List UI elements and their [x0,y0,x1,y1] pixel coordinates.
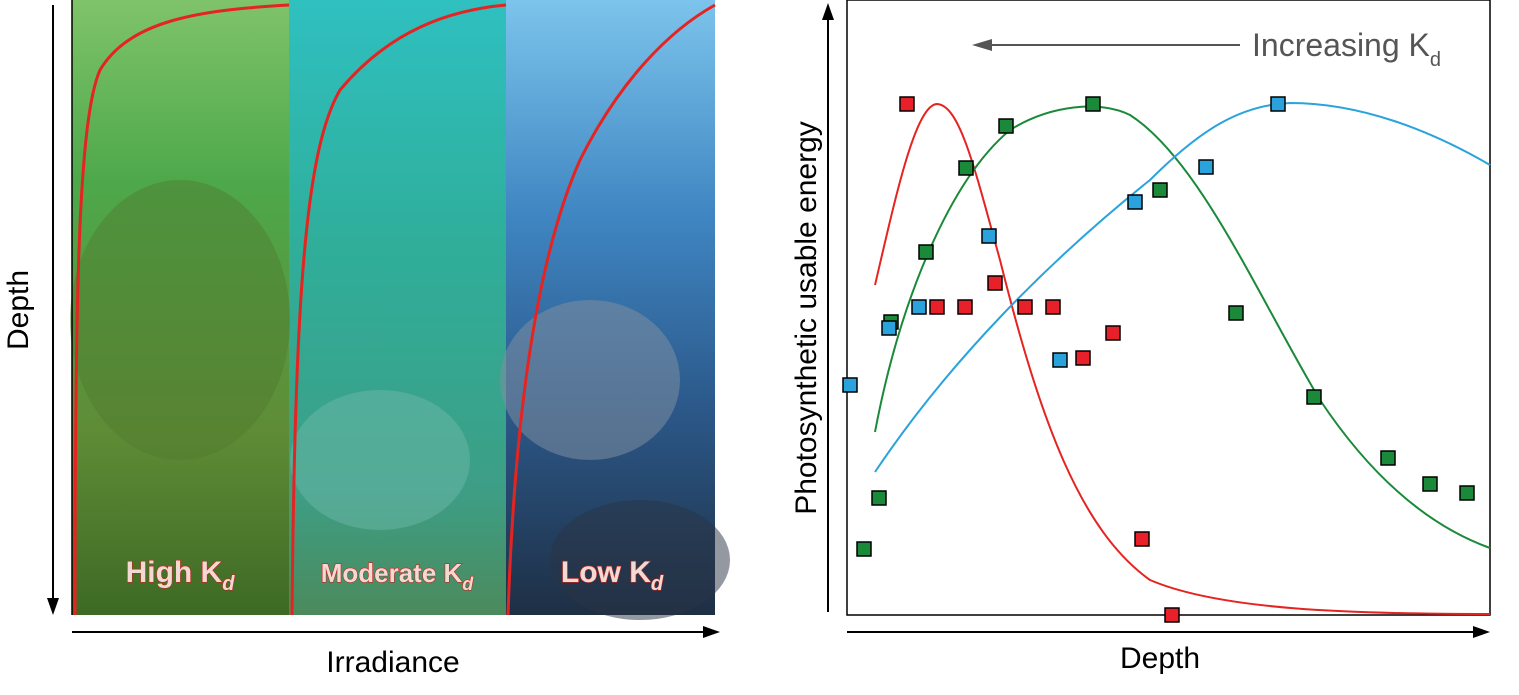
point [1105,325,1121,341]
annotation-text: Increasing K [1252,27,1430,63]
curve-red [874,102,1491,615]
subscript: d [462,574,474,594]
label: Low K [561,556,651,589]
point [911,299,927,315]
point [1306,389,1322,405]
point [1085,96,1101,112]
point [856,541,872,557]
subscript: d [651,573,664,595]
point [1422,476,1438,492]
point [1045,299,1061,315]
plot-frame [846,0,1491,616]
x-axis-label: Depth [1120,642,1200,675]
label: High K [126,556,223,589]
point [1270,96,1286,112]
panel-label: Low Kd [561,556,664,595]
subscript: d [1430,49,1441,71]
x-axis-label: Irradiance [326,646,459,679]
point [1152,182,1168,198]
y-axis-label: Depth [2,270,35,350]
point [987,275,1003,291]
point [1127,194,1143,210]
arrowhead [1473,626,1490,638]
curve-low [506,3,716,616]
points [842,96,1475,623]
right-axes [827,18,1475,633]
arrowhead [47,598,59,615]
arrowhead [972,39,992,51]
point [1198,159,1214,175]
point [1459,485,1475,501]
point [918,244,934,260]
arrowhead [703,626,720,638]
point [1380,450,1396,466]
point [958,160,974,176]
point [957,299,973,315]
photo-panels [70,0,730,620]
point [1134,531,1150,547]
arrowhead [822,3,834,20]
model-curves [874,101,1491,615]
curve-moderate [290,3,507,616]
panel-high [72,0,289,615]
point [1164,607,1180,623]
irradiance-curves [73,3,716,616]
point [981,228,997,244]
subscript: d [222,573,235,595]
point [1228,305,1244,321]
panel-label: Moderate Kd [321,558,475,594]
curve-blue [874,101,1491,473]
y-axis-label: Photosynthetic usable energy [790,121,823,515]
point [842,377,858,393]
left-axes [52,5,705,633]
annotation: Increasing Kd [1252,27,1441,71]
panel-label: High Kd [126,556,236,595]
point [1017,299,1033,315]
point [929,299,945,315]
point [1052,352,1068,368]
point [1075,350,1091,366]
curve-green [874,105,1491,549]
point [881,320,897,336]
curve-high [73,3,290,616]
label: Moderate K [321,558,463,588]
point [899,96,915,112]
point [998,118,1014,134]
point [871,490,887,506]
